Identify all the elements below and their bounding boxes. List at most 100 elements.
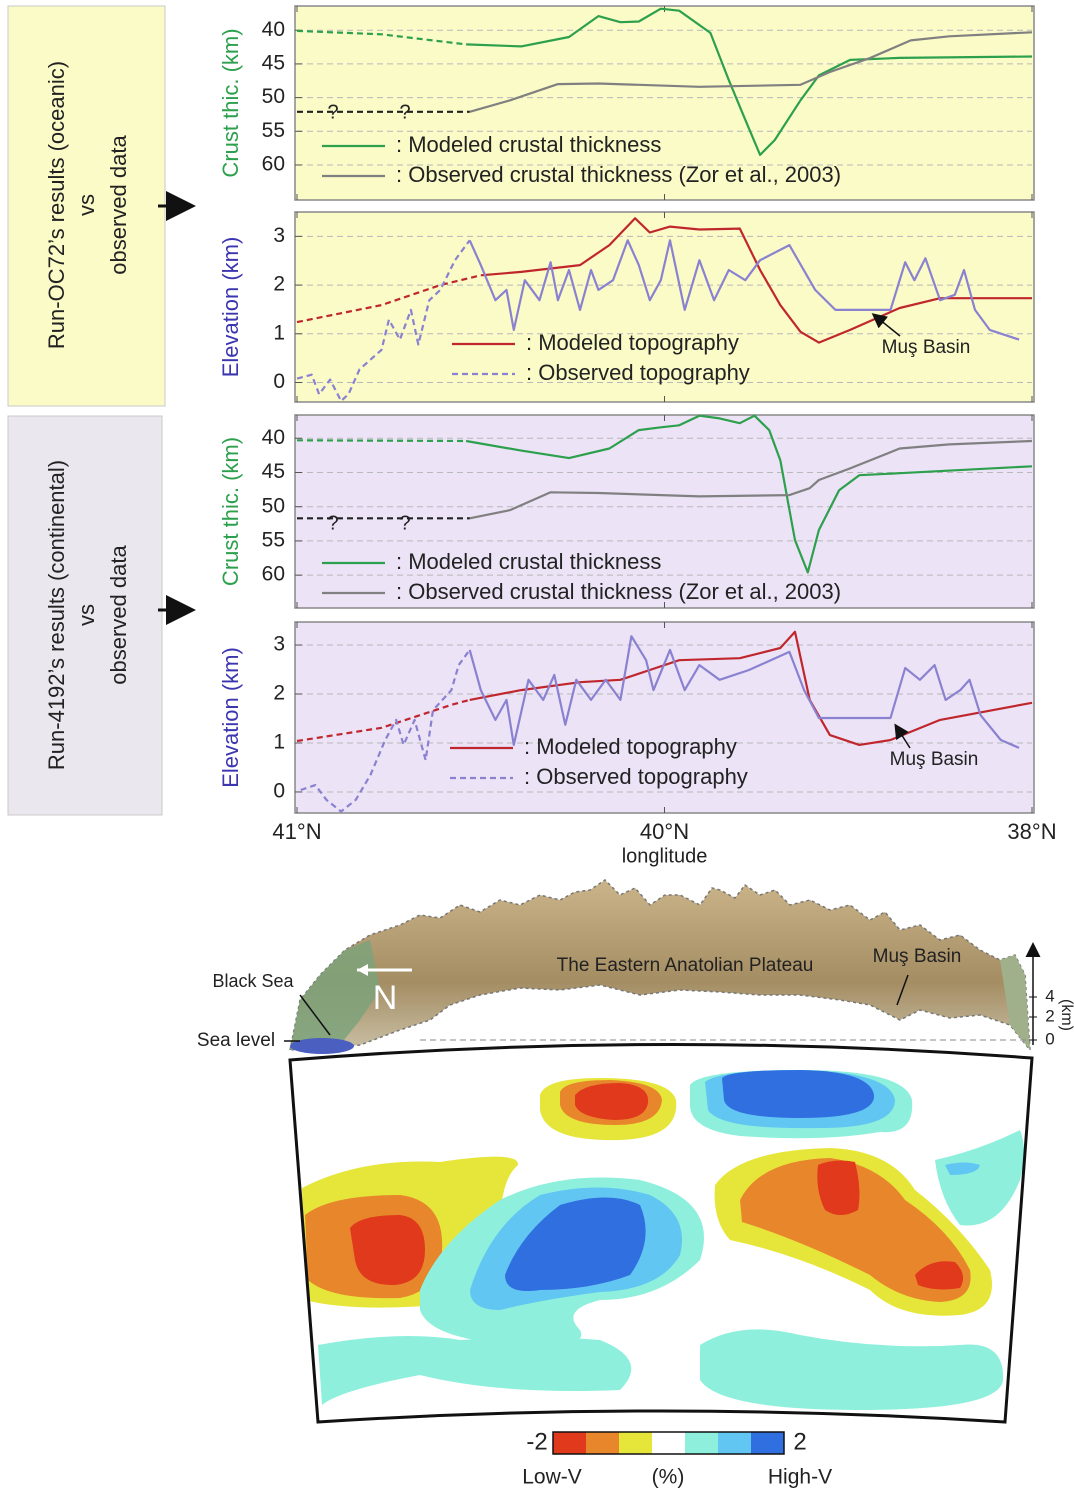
legend-label: : Modeled topography bbox=[524, 734, 737, 759]
y-tick-label: 50 bbox=[262, 494, 285, 517]
y-tick-label: 3 bbox=[273, 224, 285, 247]
colorbar-label: High-V bbox=[768, 1466, 832, 1489]
y-tick-label: 3 bbox=[273, 633, 285, 656]
charts: 40 45 50 55 60 Crust thic. (km) : Modeled crus… bbox=[218, 5, 1057, 867]
y-tick-label: 50 bbox=[262, 85, 285, 108]
velocity-anomaly bbox=[945, 1162, 980, 1175]
y-tick-label: 45 bbox=[262, 51, 285, 74]
y-axis-label: Elevation (km) bbox=[218, 647, 243, 788]
series-line bbox=[468, 635, 1020, 749]
legend-label: : Modeled crustal thickness bbox=[396, 549, 661, 574]
velocity-anomaly bbox=[350, 1215, 425, 1286]
y-tick-label: 60 bbox=[262, 563, 285, 586]
annotation-arrow bbox=[894, 723, 911, 749]
series-line bbox=[466, 7, 1033, 156]
y-tick-label: 45 bbox=[262, 460, 285, 483]
side-label: observed data bbox=[106, 135, 131, 275]
velocity-anomaly bbox=[740, 1158, 971, 1302]
y-axis-label: Elevation (km) bbox=[218, 237, 243, 378]
y-tick-label: 0 bbox=[273, 779, 285, 802]
annotation: ? bbox=[327, 101, 338, 123]
colorbar-cell bbox=[718, 1432, 751, 1454]
y-tick-label: 2 bbox=[273, 682, 285, 705]
y-tick-label: 2 bbox=[273, 273, 285, 296]
north-label: N bbox=[373, 979, 398, 1017]
y-axis-label: Crust thic. (km) bbox=[218, 437, 243, 586]
plot-area bbox=[294, 211, 1035, 403]
tomography bbox=[302, 1070, 1024, 1410]
colorbar-cell bbox=[586, 1432, 619, 1454]
y-tick-label: 55 bbox=[262, 528, 285, 551]
legend-label: : Modeled crustal thickness bbox=[396, 132, 661, 157]
y-tick-label: 1 bbox=[273, 321, 285, 344]
side-box bbox=[7, 415, 163, 816]
colorbar bbox=[552, 1431, 785, 1455]
section-label: Muş Basin bbox=[873, 946, 962, 967]
legend-label: : Observed crustal thickness (Zor et al.… bbox=[396, 162, 841, 187]
colorbar-label: (%) bbox=[652, 1466, 685, 1489]
scale-tick: 2 bbox=[1045, 1006, 1054, 1025]
x-tick-label: 38°N bbox=[1007, 819, 1056, 844]
series-line bbox=[469, 31, 1033, 113]
y-tick-label: 1 bbox=[273, 731, 285, 754]
scale-unit: (km) bbox=[1058, 999, 1074, 1031]
series-line bbox=[296, 439, 467, 443]
series-line bbox=[296, 274, 482, 324]
velocity-anomaly bbox=[700, 1329, 1004, 1410]
y-tick-label: 40 bbox=[262, 18, 285, 41]
velocity-anomaly bbox=[575, 1083, 649, 1120]
series-line bbox=[465, 414, 1033, 574]
colorbar-tick: 2 bbox=[793, 1428, 806, 1455]
colorbar-cell bbox=[652, 1432, 685, 1454]
annotation-arrow bbox=[871, 313, 901, 337]
velocity-anomaly bbox=[318, 1336, 632, 1405]
legend-label: : Observed crustal thickness (Zor et al.… bbox=[396, 579, 841, 604]
annotation: Muş Basin bbox=[882, 337, 971, 358]
terrain bbox=[284, 879, 1041, 1054]
annotation: Muş Basin bbox=[890, 749, 979, 770]
series-line bbox=[469, 630, 1033, 746]
side-label: vs bbox=[74, 604, 99, 626]
scale-tick: 4 bbox=[1045, 986, 1054, 1005]
scale-tick: 0 bbox=[1045, 1029, 1054, 1048]
section-label: The Eastern Anatolian Plateau bbox=[557, 955, 814, 976]
colorbar-cell bbox=[619, 1432, 652, 1454]
velocity-anomaly bbox=[915, 1261, 964, 1290]
legend-label: : Modeled topography bbox=[526, 330, 739, 355]
x-axis-label: longlitude bbox=[622, 845, 708, 867]
side-label: observed data bbox=[106, 545, 131, 685]
side-label: vs bbox=[74, 194, 99, 216]
legend-label: : Observed topography bbox=[526, 360, 750, 385]
velocity-anomaly bbox=[935, 1130, 1024, 1226]
section-outline bbox=[288, 1043, 1034, 1424]
y-tick-label: 55 bbox=[262, 119, 285, 142]
y-tick-label: 40 bbox=[262, 426, 285, 449]
series-line bbox=[480, 217, 1032, 344]
colorbar-cell bbox=[553, 1432, 586, 1454]
annotation: ? bbox=[327, 512, 338, 534]
side-label: Run-OC72’s results (oceanic) bbox=[44, 61, 69, 349]
annotation: ? bbox=[399, 101, 410, 123]
series-line bbox=[300, 649, 471, 813]
colorbar-cell bbox=[751, 1432, 784, 1454]
section-label: Sea level bbox=[197, 1030, 275, 1051]
velocity-anomaly bbox=[722, 1070, 875, 1118]
y-tick-label: 0 bbox=[273, 370, 285, 393]
series-line bbox=[296, 29, 467, 46]
colorbar-tick: -2 bbox=[526, 1428, 547, 1455]
colorbar-frame bbox=[552, 1431, 785, 1455]
side-label: Run-4192’s results (continental) bbox=[44, 460, 69, 770]
series-line bbox=[296, 698, 470, 743]
x-tick-label: 40°N bbox=[640, 819, 689, 844]
series-line bbox=[468, 239, 1020, 341]
series-line bbox=[469, 439, 1033, 520]
section-label: Black Sea bbox=[212, 971, 294, 991]
legend-label: : Observed topography bbox=[524, 764, 748, 789]
y-tick-label: 60 bbox=[262, 153, 285, 176]
annotation: ? bbox=[399, 512, 410, 534]
colorbar-cell bbox=[685, 1432, 718, 1454]
y-axis-label: Crust thic. (km) bbox=[218, 28, 243, 177]
side-box bbox=[7, 5, 166, 407]
